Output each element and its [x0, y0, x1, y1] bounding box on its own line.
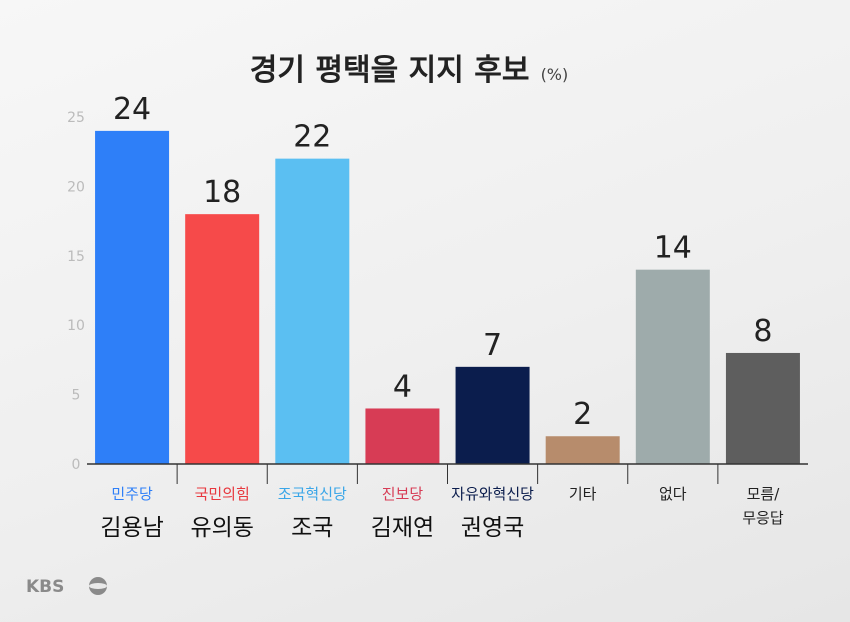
x-tick-label: 진보당 [382, 485, 424, 503]
y-tick-label: 0 [72, 457, 81, 473]
chart-title: 경기 평택을 지지 후보 (%) [250, 53, 569, 88]
y-tick-label: 25 [67, 110, 85, 126]
bar-5 [455, 366, 530, 464]
x-tick-label: 민주당 [111, 485, 153, 503]
y-tick-label: 20 [67, 179, 85, 195]
x-tick-label: 없다 [659, 485, 687, 503]
x-tick-label: 기타 [569, 485, 597, 503]
data-label: 2 [573, 397, 592, 432]
kbs-logo-text: KBS [26, 577, 64, 597]
data-label: 8 [753, 314, 772, 349]
bar-4 [365, 408, 440, 464]
bar-3 [275, 158, 350, 464]
candidate-label: 김용남 [100, 515, 163, 541]
bar-6 [545, 436, 620, 464]
bars: 24 18 22 4 7 2 14 8 [95, 92, 800, 464]
kbs-logo: KBS [26, 577, 107, 597]
chart-unit: (%) [541, 65, 569, 84]
x-tick-label: 자유와혁신당 [451, 485, 534, 503]
chart-title-text: 경기 평택을 지지 후보 [250, 53, 530, 88]
candidate-label: 권영국 [461, 515, 524, 541]
data-label: 7 [483, 328, 502, 363]
bar-7 [635, 269, 710, 464]
bar-8 [725, 352, 800, 464]
y-axis: 0 5 10 15 20 25 [67, 110, 85, 473]
candidate-label: 유의동 [190, 515, 253, 541]
bar-1 [95, 130, 170, 464]
kbs-logo-icon [89, 577, 107, 595]
data-label: 18 [203, 175, 241, 210]
bar-2 [185, 214, 260, 464]
x-tick-label: 모름/ [747, 485, 781, 503]
candidate-label: 조국 [291, 515, 333, 541]
data-label: 14 [654, 231, 692, 266]
y-tick-label: 15 [67, 249, 85, 265]
y-tick-label: 5 [72, 388, 81, 404]
data-label: 24 [113, 92, 151, 127]
data-label: 22 [293, 120, 331, 155]
candidate-label: 김재연 [371, 515, 434, 541]
x-tick-label: 무응답 [742, 509, 784, 527]
x-tick-label: 국민의힘 [195, 485, 250, 503]
x-tick-label: 조국혁신당 [278, 485, 347, 503]
data-label: 4 [393, 369, 412, 404]
y-tick-label: 10 [67, 318, 85, 334]
